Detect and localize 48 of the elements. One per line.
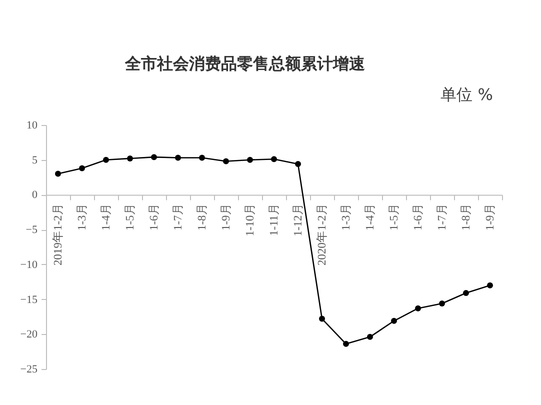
point: [343, 340, 349, 347]
point: [247, 156, 253, 163]
x-tick-label: 2019年1-2月: [52, 203, 64, 266]
point: [415, 305, 421, 312]
y-tick-label: −10: [20, 258, 38, 271]
point: [175, 154, 181, 161]
point: [79, 165, 85, 172]
point: [439, 300, 445, 306]
point: [271, 156, 277, 162]
x-tick-label: 1-7月: [172, 203, 184, 231]
y-tick-label: 10: [26, 120, 38, 132]
x-tick-label: 1-5月: [124, 203, 136, 231]
text: 单位 %: [440, 85, 493, 104]
x-tick-label: 1-9月: [220, 203, 232, 231]
x-tick-label: 1-12月: [292, 203, 304, 236]
x-tick-label: 1-3月: [76, 203, 88, 231]
point: [295, 161, 301, 168]
point: [55, 170, 61, 177]
y-tick-label: −20: [20, 328, 38, 341]
chart-title: 全市社会消费品零售总额累计增速: [124, 54, 366, 73]
y-tick-label: 5: [32, 154, 38, 166]
y-tick-label: −25: [20, 364, 38, 376]
x-tick-label: 1-10月: [244, 203, 256, 236]
point: [319, 316, 325, 322]
point: [199, 154, 205, 161]
x-tick-label: 1-6月: [148, 203, 160, 231]
point: [367, 334, 373, 340]
point: [391, 318, 397, 324]
point: [223, 158, 229, 164]
point: [127, 155, 133, 162]
x-tick-label: 1-5月: [388, 203, 400, 231]
x-tick-label: 2020年1-2月: [316, 203, 328, 266]
x-tick-label: 1-4月: [364, 203, 376, 231]
x-tick-label: 1-9月: [484, 203, 496, 231]
y-tick-label: −15: [20, 294, 38, 306]
x-tick-label: 1-4月: [100, 203, 112, 231]
point: [463, 290, 469, 296]
point: [151, 154, 157, 160]
x-tick-label: 1-8月: [460, 203, 472, 231]
point: [103, 156, 109, 163]
x-tick-label: 1-11月: [268, 203, 280, 236]
x-tick-label: 1-6月: [412, 203, 424, 231]
x-tick-label: 1-7月: [436, 203, 448, 231]
x-tick-label: 1-8月: [196, 203, 208, 231]
y-tick-label: −5: [26, 224, 38, 236]
y-tick-label: 0: [32, 189, 38, 202]
point: [487, 282, 493, 288]
x-tick-label: 1-3月: [340, 203, 352, 231]
